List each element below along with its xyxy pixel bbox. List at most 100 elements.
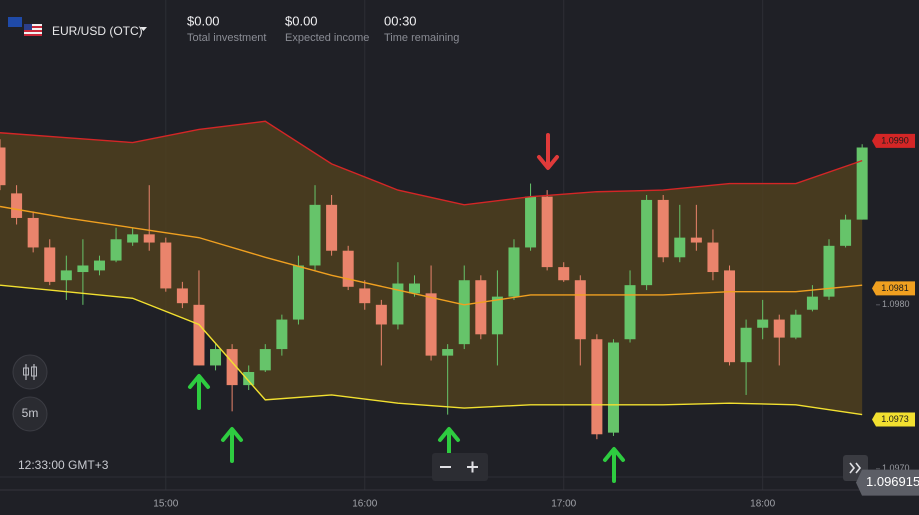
band-tag-label: 1.0973 <box>881 414 909 424</box>
band-line <box>0 205 863 306</box>
candle-body <box>127 234 139 243</box>
candle-body <box>409 283 420 294</box>
candle-body <box>226 349 238 386</box>
candle-body <box>856 147 868 220</box>
candle-body <box>823 245 835 297</box>
up-arrow <box>188 374 210 410</box>
candle-body <box>259 349 271 371</box>
candle-body <box>44 247 56 282</box>
candle-body <box>641 199 653 286</box>
candle-body <box>591 339 603 435</box>
candle-body <box>160 242 172 289</box>
up-arrow <box>221 427 243 463</box>
candle-body <box>624 285 636 340</box>
candle-body <box>574 280 586 340</box>
band-line <box>0 120 863 206</box>
candle-body <box>342 250 354 287</box>
us-stripe <box>24 30 42 32</box>
down-arrow <box>537 133 559 170</box>
band-tag <box>872 412 915 427</box>
candle-body <box>773 319 785 338</box>
candle-body <box>110 239 122 261</box>
band-tag-label: 1.0981 <box>881 283 909 293</box>
us-stripe <box>24 34 42 36</box>
candle-body <box>508 247 520 297</box>
band-tag <box>872 281 915 296</box>
candle-body <box>840 219 852 246</box>
candle-body <box>392 283 404 325</box>
clock: 12:33:00 GMT+3 <box>18 458 109 472</box>
us-stripe <box>24 26 42 28</box>
candle-body <box>60 270 72 281</box>
candle-body <box>309 204 321 266</box>
candle-body <box>27 217 39 248</box>
us-canton <box>24 24 32 30</box>
candle-body <box>724 270 736 363</box>
y-tick-label: 1.0970 <box>882 463 910 473</box>
current-price-label: 1.096915 <box>866 474 919 489</box>
timeframe: 5m <box>22 406 39 420</box>
candle-body <box>77 265 89 273</box>
candle-body <box>442 349 454 356</box>
candle-body <box>193 304 205 366</box>
band-line <box>0 284 863 416</box>
candle-body <box>276 319 288 350</box>
stat-value: $0.00 <box>187 13 220 28</box>
candle-body <box>425 293 437 356</box>
candle-icon <box>31 366 37 377</box>
eu-flag <box>8 17 22 27</box>
candle-body <box>176 288 188 304</box>
x-tick-label: 18:00 <box>750 499 775 510</box>
candle-body <box>359 288 371 304</box>
asset-pair[interactable]: EUR/USD (OTC) <box>52 24 143 38</box>
band-tag-label: 1.0990 <box>881 135 909 145</box>
candle-body <box>243 372 255 386</box>
stat-label: Time remaining <box>384 32 459 44</box>
candle-body <box>707 242 719 273</box>
stat-value: 00:30 <box>384 13 417 28</box>
x-tick-label: 15:00 <box>153 499 178 510</box>
timeframe-button[interactable] <box>12 396 48 432</box>
candle-body <box>757 319 769 328</box>
candle-body <box>0 147 6 186</box>
y-tick-label: 1.0980 <box>882 299 910 309</box>
current-price-tag <box>856 469 919 496</box>
candle-body <box>740 327 752 363</box>
candle-body <box>491 296 503 335</box>
stat-label: Total investment <box>187 32 266 44</box>
header: EUR/USD (OTC) $0.00 Total investment $0.… <box>8 13 459 44</box>
signals <box>188 133 625 483</box>
candle-body <box>210 349 222 366</box>
candle-icon <box>23 367 29 376</box>
candle-body <box>541 196 553 268</box>
candle-body <box>11 193 23 218</box>
candle-body <box>292 265 304 320</box>
x-tick-label: 16:00 <box>352 499 377 510</box>
candle-body <box>790 314 802 338</box>
up-arrow <box>603 447 625 483</box>
chart-type-button[interactable] <box>12 354 48 390</box>
candle-body <box>326 204 338 251</box>
candle-body <box>375 304 387 325</box>
candle-body <box>657 199 669 258</box>
candle-body <box>607 342 619 433</box>
candle-body <box>93 260 105 271</box>
candle-body <box>674 237 686 258</box>
candle-body <box>558 267 570 281</box>
candle-body <box>525 196 537 248</box>
candle-body <box>690 237 702 243</box>
zoom-box <box>432 453 488 481</box>
dropdown-caret[interactable] <box>140 27 147 31</box>
candle-body <box>143 234 155 243</box>
candle-body <box>458 280 470 345</box>
candle-body <box>806 296 818 310</box>
stat-label: Expected income <box>285 32 369 44</box>
x-tick-label: 17:00 <box>551 499 576 510</box>
zoom-in[interactable] <box>467 461 478 473</box>
price-tags: 1.0980 1.0970 1.0990 1.0981 1.0973 1.096915 <box>856 133 919 496</box>
band-tag <box>872 133 915 148</box>
stat-value: $0.00 <box>285 13 318 28</box>
